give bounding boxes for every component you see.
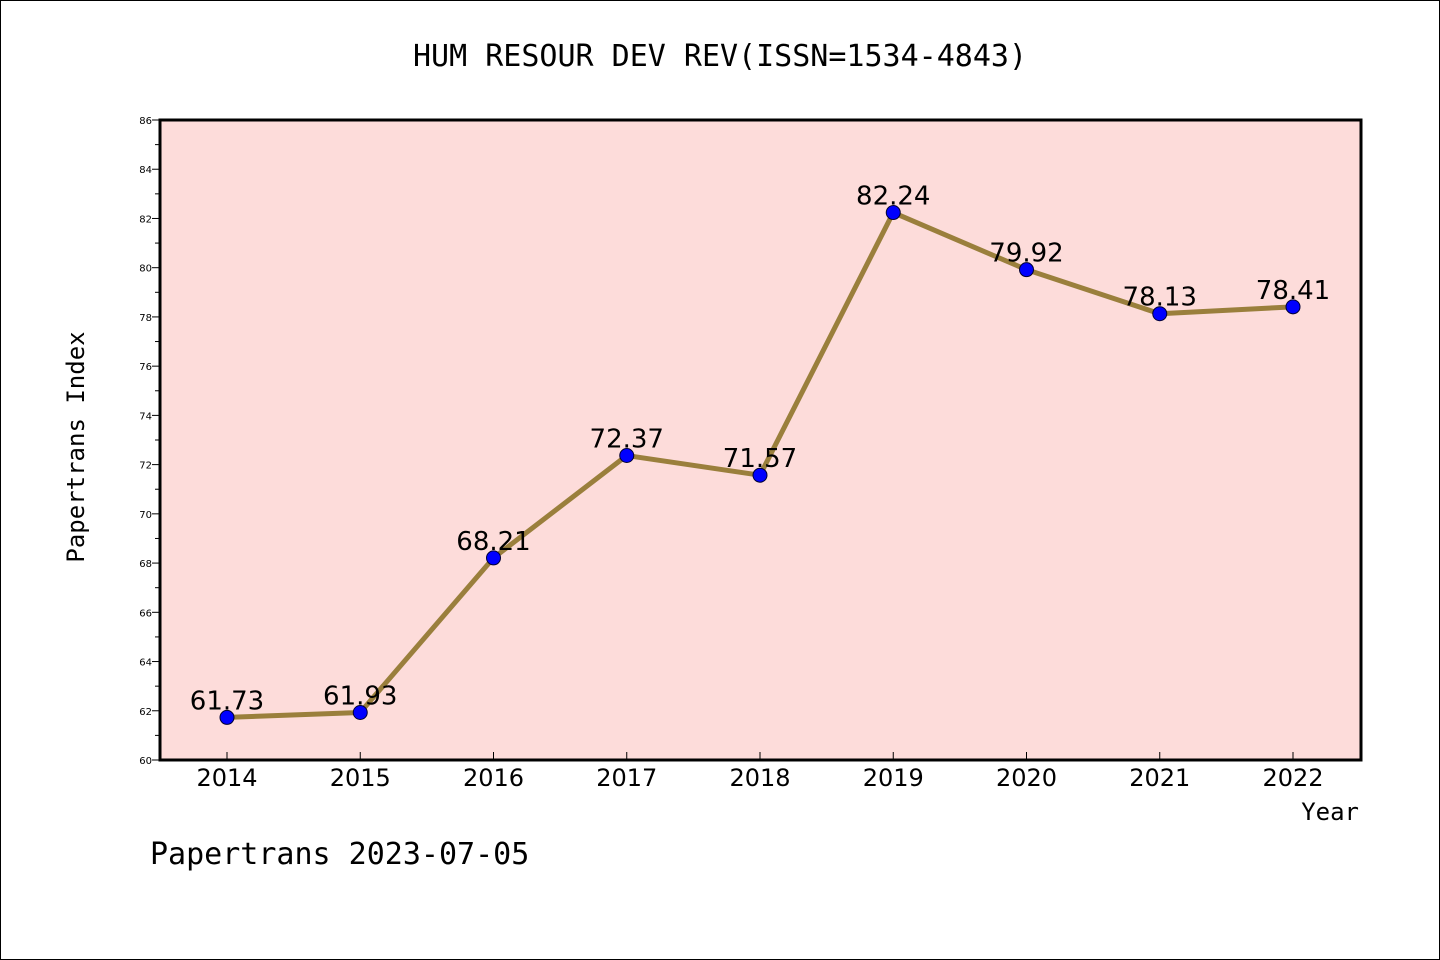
y-axis-title: Papertrans Index [62, 331, 90, 562]
y-tick-label: 78 [139, 313, 152, 324]
y-tick-label: 64 [139, 658, 152, 669]
x-tick-label: 2018 [729, 764, 790, 792]
x-tick-label: 2015 [330, 764, 391, 792]
data-point [1285, 299, 1301, 315]
x-tick-label: 2022 [1262, 764, 1323, 792]
y-tick-label: 82 [139, 214, 152, 225]
data-point [352, 704, 368, 720]
data-label: 72.37 [590, 425, 664, 455]
data-label: 78.13 [1123, 283, 1197, 313]
data-label: 79.92 [989, 239, 1063, 269]
y-tick-label: 68 [139, 559, 152, 570]
data-point [219, 709, 235, 725]
data-point [1019, 262, 1034, 278]
x-axis: 2014 2015 2016 2017 2018 2019 2020 2021 2022 [196, 752, 1324, 792]
y-axis: 60 62 64 66 68 70 72 74 76 78 80 82 84 86 [139, 116, 160, 767]
data-point [1152, 306, 1168, 322]
data-label: 61.93 [323, 681, 397, 711]
y-tick-label: 60 [139, 756, 152, 767]
data-label: 61.73 [190, 686, 264, 716]
x-axis-title: Year [1301, 798, 1359, 826]
x-tick-label: 2019 [863, 764, 924, 792]
x-tick-label: 2017 [596, 764, 657, 792]
data-point [486, 550, 501, 566]
y-tick-label: 72 [139, 461, 152, 472]
y-tick-label: 66 [139, 608, 152, 619]
y-tick-label: 84 [139, 165, 152, 176]
x-tick-label: 2014 [196, 764, 257, 792]
y-tick-label: 86 [139, 116, 152, 127]
data-label: 68.21 [456, 527, 530, 557]
data-point [752, 467, 768, 483]
x-tick-label: 2016 [463, 764, 524, 792]
data-label: 78.41 [1256, 276, 1330, 306]
x-tick-label: 2020 [996, 764, 1057, 792]
y-tick-label: 76 [139, 362, 152, 373]
data-point [885, 205, 901, 221]
y-tick-label: 70 [139, 510, 152, 521]
data-label: 71.57 [723, 444, 797, 474]
plot-area [158, 118, 1363, 762]
data-label: 82.24 [856, 182, 930, 212]
x-tick-label: 2021 [1129, 764, 1190, 792]
y-tick-label: 80 [139, 264, 152, 275]
y-tick-label: 62 [139, 707, 152, 718]
series-markers [219, 205, 1301, 725]
data-labels: 61.73 61.93 68.21 72.37 71.57 82.24 79.92 78.13… [190, 182, 1330, 717]
chart-title: HUM RESOUR DEV REV(ISSN=1534-4843) [413, 39, 1027, 74]
footer-date: Papertrans 2023-07-05 [150, 837, 529, 872]
y-tick-label: 74 [139, 411, 152, 422]
data-point [619, 448, 635, 464]
